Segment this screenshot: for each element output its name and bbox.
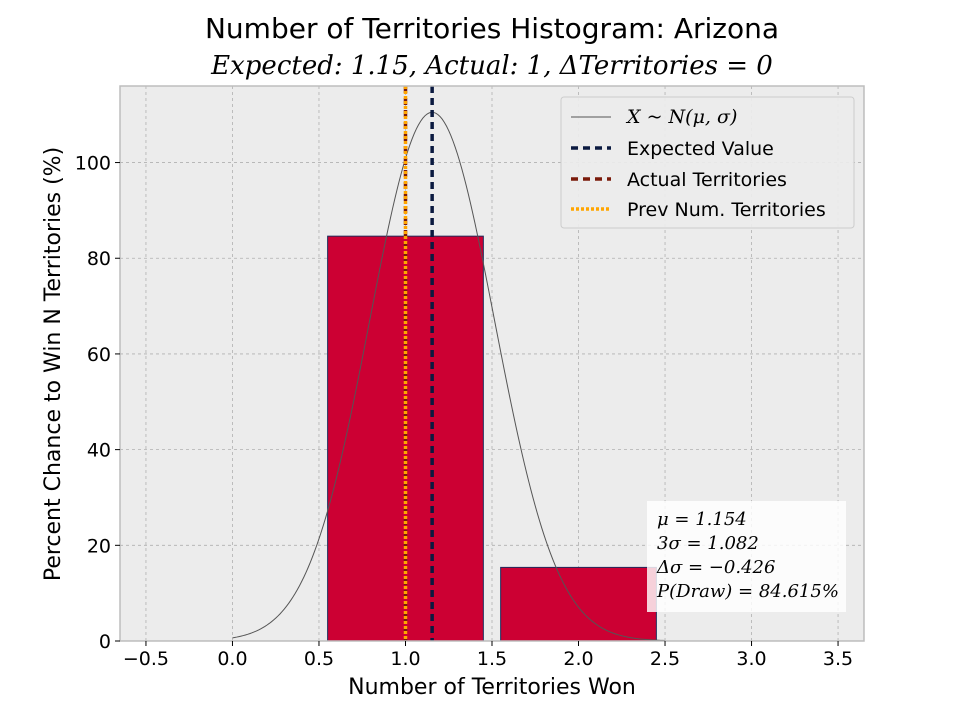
- x-tick-label: 3.5: [823, 648, 853, 670]
- stats-mu: μ = 1.154: [657, 509, 747, 530]
- y-tick-label: 60: [87, 344, 111, 366]
- chart-subtitle: Expected: 1.15, Actual: 1, ΔTerritories …: [210, 51, 773, 81]
- x-ticks: −0.5 0.0 0.5 1.0 1.5 2.0 2.5 3.0 3.5: [123, 641, 853, 670]
- stats-box-bg: [647, 501, 846, 612]
- x-tick-label: 0.0: [217, 648, 247, 670]
- y-tick-label: 100: [75, 153, 111, 175]
- stats-p-draw: P(Draw) = 84.615%: [656, 581, 839, 602]
- stats-three-sigma: 3σ = 1.082: [657, 533, 759, 554]
- y-axis-label: Percent Chance to Win N Territories (%): [41, 147, 66, 581]
- x-axis-label: Number of Territories Won: [348, 675, 636, 700]
- x-tick-label: 2.5: [650, 648, 680, 670]
- x-tick-label: 1.5: [477, 648, 507, 670]
- y-tick-label: 40: [87, 440, 111, 462]
- legend-label-prev: Prev Num. Territories: [627, 199, 826, 221]
- stats-delta-sigma: Δσ = −0.426: [656, 557, 775, 578]
- normal-curve: [232, 111, 666, 641]
- x-tick-label: 2.0: [563, 648, 593, 670]
- x-tick-label: −0.5: [123, 648, 169, 670]
- x-tick-label: 0.5: [304, 648, 334, 670]
- y-tick-label: 20: [87, 535, 111, 557]
- y-ticks: 0 20 40 60 80 100: [75, 153, 120, 653]
- x-tick-label: 1.0: [390, 648, 420, 670]
- normal-curve-layer: [232, 111, 666, 641]
- chart-title: Number of Territories Histogram: Arizona: [205, 12, 779, 45]
- y-tick-label: 80: [87, 248, 111, 270]
- reference-lines: [403, 86, 434, 641]
- histogram-bar: [500, 566, 657, 642]
- legend-box: [560, 96, 855, 229]
- legend-label-expected: Expected Value: [627, 138, 774, 160]
- y-tick-label: 0: [99, 631, 111, 653]
- x-tick-label: 3.0: [736, 648, 766, 670]
- legend: X ~ N(μ, σ) Expected Value Actual Territ…: [560, 96, 855, 229]
- legend-label-normal: X ~ N(μ, σ): [625, 106, 737, 128]
- stats-box: μ = 1.154 3σ = 1.082 Δσ = −0.426 P(Draw)…: [647, 501, 846, 612]
- legend-label-actual: Actual Territories: [627, 169, 787, 191]
